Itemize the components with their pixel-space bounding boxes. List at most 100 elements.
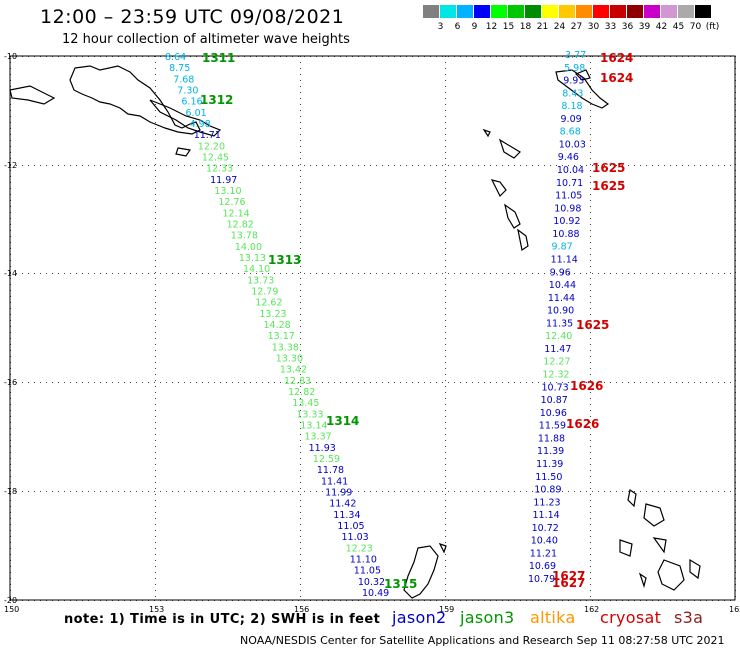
coastline-fiji-3 — [619, 539, 633, 557]
coastline-fiji-7 — [638, 572, 647, 589]
pass-time-label: 1624 — [600, 51, 633, 65]
grid-dot — [250, 382, 251, 383]
lon-label: 162 — [584, 605, 599, 614]
grid-dot — [520, 165, 521, 166]
wave-height-value: 12.23 — [346, 543, 373, 554]
wave-height-value: 11.35 — [546, 318, 573, 329]
grid-dot — [478, 382, 479, 383]
grid-dot — [155, 272, 156, 273]
wave-height-value: 13.14 — [300, 421, 327, 432]
grid-dot — [64, 165, 65, 166]
grid-dot — [208, 273, 209, 274]
grid-dot — [155, 368, 156, 369]
grid-dot — [445, 446, 446, 447]
grid-dot — [300, 68, 301, 69]
map-title: 12:00 – 23:59 UTC 09/08/2021 — [40, 6, 345, 28]
grid-dot — [300, 242, 301, 243]
coastline-louisiade — [149, 99, 222, 137]
grid-dot — [155, 182, 156, 183]
wave-height-value: 11.23 — [533, 497, 560, 508]
grid-dot — [300, 272, 301, 273]
grid-dot — [88, 165, 89, 166]
wave-height-value: 6.01 — [186, 108, 207, 119]
grid-dot — [550, 165, 551, 166]
grid-dot — [622, 273, 623, 274]
grid-dot — [256, 491, 257, 492]
grid-dot — [346, 165, 347, 166]
grid-dot — [445, 386, 446, 387]
grid-dot — [445, 170, 446, 171]
grid-dot — [154, 491, 155, 492]
grid-dot — [478, 273, 479, 274]
grid-dot — [208, 165, 209, 166]
grid-dot — [106, 382, 107, 383]
grid-dot — [196, 273, 197, 274]
grid-dot — [310, 273, 311, 274]
grid-dot — [484, 273, 485, 274]
grid-dot — [590, 230, 591, 231]
grid-dot — [382, 273, 383, 274]
grid-dot — [346, 273, 347, 274]
grid-dot — [226, 382, 227, 383]
grid-dot — [590, 338, 591, 339]
wave-height-value: 11.99 — [325, 488, 352, 499]
wave-height-value: 10.92 — [553, 216, 580, 227]
colorbar-tick-label: 30 — [587, 22, 600, 32]
grid-dot — [445, 212, 446, 213]
wave-height-value: 12.32 — [542, 370, 569, 381]
wave-height-value: 11.78 — [317, 465, 344, 476]
grid-dot — [88, 382, 89, 383]
grid-dot — [580, 491, 581, 492]
pass-time-labels: 1311 1312 1313 1314 1315 1624 1624 1625 1625 1625… — [200, 51, 633, 591]
grid-dot — [46, 165, 47, 166]
grid-dot — [300, 428, 301, 429]
grid-dot — [590, 524, 591, 525]
grid-dot — [82, 382, 83, 383]
grid-dot — [658, 165, 659, 166]
grid-dot — [430, 491, 431, 492]
grid-dot — [262, 165, 263, 166]
grid-dot — [682, 491, 683, 492]
pass-time-label: 1625 — [576, 318, 609, 332]
grid-dot — [22, 273, 23, 274]
grid-dot — [155, 188, 156, 189]
grid-dot — [310, 382, 311, 383]
grid-dot — [346, 491, 347, 492]
grid-dot — [155, 518, 156, 519]
grid-dot — [484, 382, 485, 383]
grid-dot — [155, 68, 156, 69]
grid-dot — [590, 566, 591, 567]
grid-dot — [274, 165, 275, 166]
grid-dot — [300, 236, 301, 237]
grid-dot — [300, 92, 301, 93]
grid-dot — [238, 382, 239, 383]
grid-dot — [586, 273, 587, 274]
grid-dot — [250, 165, 251, 166]
grid-dot — [445, 470, 446, 471]
coastline-nc-1 — [490, 179, 507, 198]
grid-dot — [300, 206, 301, 207]
wave-height-value: 9.96 — [550, 267, 571, 278]
grid-dot — [328, 273, 329, 274]
grid-dot — [445, 554, 446, 555]
colorbar-swatch — [661, 5, 678, 18]
grid-dot — [664, 491, 665, 492]
grid-dot — [244, 165, 245, 166]
grid-dot — [304, 165, 305, 166]
grid-dot — [155, 332, 156, 333]
grid-dot — [208, 382, 209, 383]
grid-dot — [300, 494, 301, 495]
grid-dot — [445, 440, 446, 441]
grid-dot — [514, 165, 515, 166]
grid-dot — [300, 134, 301, 135]
grid-dot — [718, 491, 719, 492]
grid-dot — [58, 382, 59, 383]
grid-dot — [590, 482, 591, 483]
legend-jason3: jason3 — [460, 608, 515, 627]
grid-dot — [64, 382, 65, 383]
grid-dot — [370, 273, 371, 274]
grid-dot — [460, 165, 461, 166]
grid-dot — [58, 273, 59, 274]
grid-dot — [300, 74, 301, 75]
